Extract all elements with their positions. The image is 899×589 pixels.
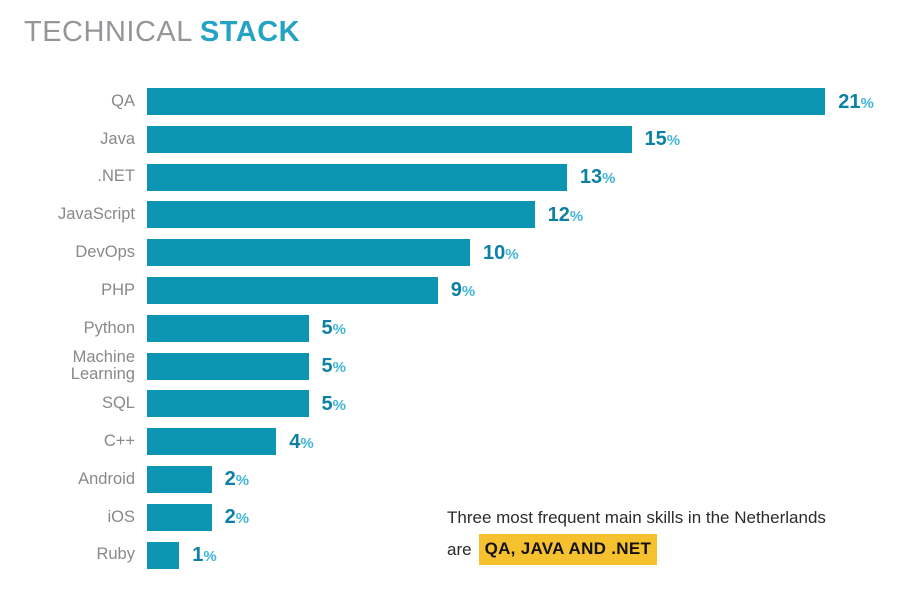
bar xyxy=(147,314,309,342)
annotation: Three most frequent main skills in the N… xyxy=(447,505,826,565)
annotation-prefix: are xyxy=(447,539,472,559)
bar-value-number: 21 xyxy=(838,90,861,113)
bar-row: Ruby 1% xyxy=(0,541,899,569)
page-title: TECHNICAL STACK xyxy=(24,16,300,49)
bar-row: C++ 4% xyxy=(0,428,899,456)
annotation-line-1: Three most frequent main skills in the N… xyxy=(447,508,826,527)
bar-value-percent-sign: % xyxy=(569,207,584,225)
bar-row: iOS 2% xyxy=(0,503,899,531)
bar-value-percent-sign: % xyxy=(332,321,346,339)
annotation-highlight: QA, JAVA AND .NET xyxy=(478,534,658,565)
bar-row: Java 15% xyxy=(0,125,899,153)
bar-value-label: 5% xyxy=(322,394,346,414)
bar-value-number: 9 xyxy=(450,279,462,302)
bar-value-number: 2 xyxy=(224,468,236,491)
bar-value-number: 15 xyxy=(644,128,667,151)
bar-value-percent-sign: % xyxy=(602,170,616,188)
bar-value-percent-sign: % xyxy=(203,548,217,566)
bar xyxy=(147,541,180,569)
bar-category-label: iOS xyxy=(107,507,135,526)
bar-category-label: Ruby xyxy=(96,545,135,564)
title-word-technical: TECHNICAL xyxy=(24,16,193,48)
bar-category-label: Machine Learning xyxy=(70,347,135,384)
bar-category-label: C++ xyxy=(103,432,135,451)
annotation-line-2: are QA, JAVA AND .NET xyxy=(447,534,826,565)
bar-value-number: 12 xyxy=(547,203,570,226)
bar xyxy=(147,201,535,229)
bar-category-label: QA xyxy=(111,91,135,110)
bar-value-percent-sign: % xyxy=(235,472,250,490)
bar-value-number: 4 xyxy=(289,430,301,453)
bar-value-percent-sign: % xyxy=(666,132,681,150)
bar-value-percent-sign: % xyxy=(300,434,314,452)
bar-row: .NET 13% xyxy=(0,163,899,191)
bar-row: SQL 5% xyxy=(0,390,899,418)
bar-category-label: JavaScript xyxy=(57,205,135,224)
bar-row: PHP 9% xyxy=(0,276,899,304)
bar-value-label: 2% xyxy=(225,469,249,489)
bar-value-label: 21% xyxy=(838,92,874,112)
bar-category-label: .NET xyxy=(97,167,135,186)
bar-value-label: 1% xyxy=(192,545,216,565)
bar xyxy=(147,125,632,153)
bar-row: Machine Learning 5% xyxy=(0,348,899,382)
bar-row: DevOps 10% xyxy=(0,239,899,267)
bar xyxy=(147,239,470,267)
bar-value-label: 10% xyxy=(483,243,519,263)
bar-value-number: 2 xyxy=(224,506,236,529)
bar-category-label: Android xyxy=(78,469,135,488)
bar-row: Android 2% xyxy=(0,465,899,493)
bar-value-label: 12% xyxy=(548,205,584,225)
bar-value-number: 5 xyxy=(321,392,333,415)
bar-value-percent-sign: % xyxy=(332,396,346,414)
bar xyxy=(147,503,212,531)
bar-value-percent-sign: % xyxy=(332,359,346,377)
bar-category-label: DevOps xyxy=(75,243,135,262)
bar-category-label: SQL xyxy=(101,394,135,413)
title-word-stack: STACK xyxy=(199,16,301,48)
bar-value-label: 5% xyxy=(322,356,346,376)
bar-category-label: Python xyxy=(83,318,135,337)
bar xyxy=(147,276,438,304)
bar xyxy=(147,88,826,115)
technical-stack-bar-chart: QA 21% Java 15% .NET 13% JavaScript 12% DevOps 10… xyxy=(0,88,899,579)
bar-category-label: Java xyxy=(100,129,135,148)
bar-value-label: 4% xyxy=(289,432,313,452)
bar-value-label: 9% xyxy=(451,280,475,300)
bar-value-number: 10 xyxy=(483,241,506,264)
bar-value-percent-sign: % xyxy=(461,283,476,301)
bar-row: Python 5% xyxy=(0,314,899,342)
bar-category-label: PHP xyxy=(101,280,135,299)
bar xyxy=(147,163,567,191)
bar xyxy=(147,428,277,456)
bar-value-percent-sign: % xyxy=(235,510,250,528)
bar xyxy=(147,465,212,493)
bar-value-label: 5% xyxy=(322,318,346,338)
bar-value-percent-sign: % xyxy=(505,245,519,263)
bar-value-label: 15% xyxy=(645,129,681,149)
bar-value-label: 13% xyxy=(580,167,616,187)
bar-value-number: 1 xyxy=(192,544,204,567)
bar-value-label: 2% xyxy=(225,507,249,527)
bar-value-percent-sign: % xyxy=(860,94,874,112)
bar-row: JavaScript 12% xyxy=(0,201,899,229)
bar-value-number: 13 xyxy=(579,166,603,189)
bar xyxy=(147,352,309,380)
bar xyxy=(147,390,309,418)
bar-value-number: 5 xyxy=(321,317,333,340)
bar-row: QA 21% xyxy=(0,88,899,115)
bar-value-number: 5 xyxy=(321,355,333,378)
